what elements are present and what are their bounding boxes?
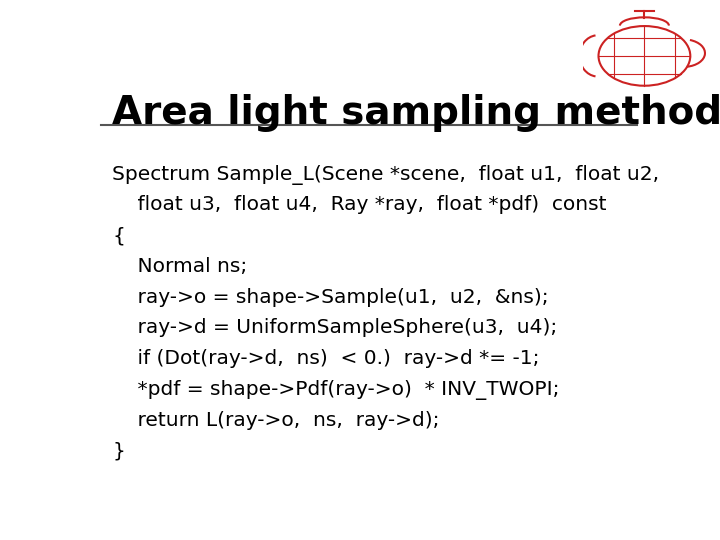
Text: if (Dot(ray->d,  ns)  < 0.)  ray->d *= -1;: if (Dot(ray->d, ns) < 0.) ray->d *= -1;	[112, 349, 540, 368]
Text: ray->d = UniformSampleSphere(u3,  u4);: ray->d = UniformSampleSphere(u3, u4);	[112, 319, 557, 338]
Text: float u3,  float u4,  Ray *ray,  float *pdf)  const: float u3, float u4, Ray *ray, float *pdf…	[112, 195, 607, 214]
Text: }: }	[112, 442, 125, 461]
Text: Spectrum Sample_L(Scene *scene,  float u1,  float u2,: Spectrum Sample_L(Scene *scene, float u1…	[112, 165, 660, 185]
Text: {: {	[112, 226, 125, 245]
Text: *pdf = shape->Pdf(ray->o)  * INV_TWOPI;: *pdf = shape->Pdf(ray->o) * INV_TWOPI;	[112, 380, 560, 400]
Text: ray->o = shape->Sample(u1,  u2,  &ns);: ray->o = shape->Sample(u1, u2, &ns);	[112, 288, 549, 307]
Text: return L(ray->o,  ns,  ray->d);: return L(ray->o, ns, ray->d);	[112, 411, 440, 430]
Text: Normal ns;: Normal ns;	[112, 257, 248, 276]
Text: Area light sampling method: Area light sampling method	[112, 94, 720, 132]
